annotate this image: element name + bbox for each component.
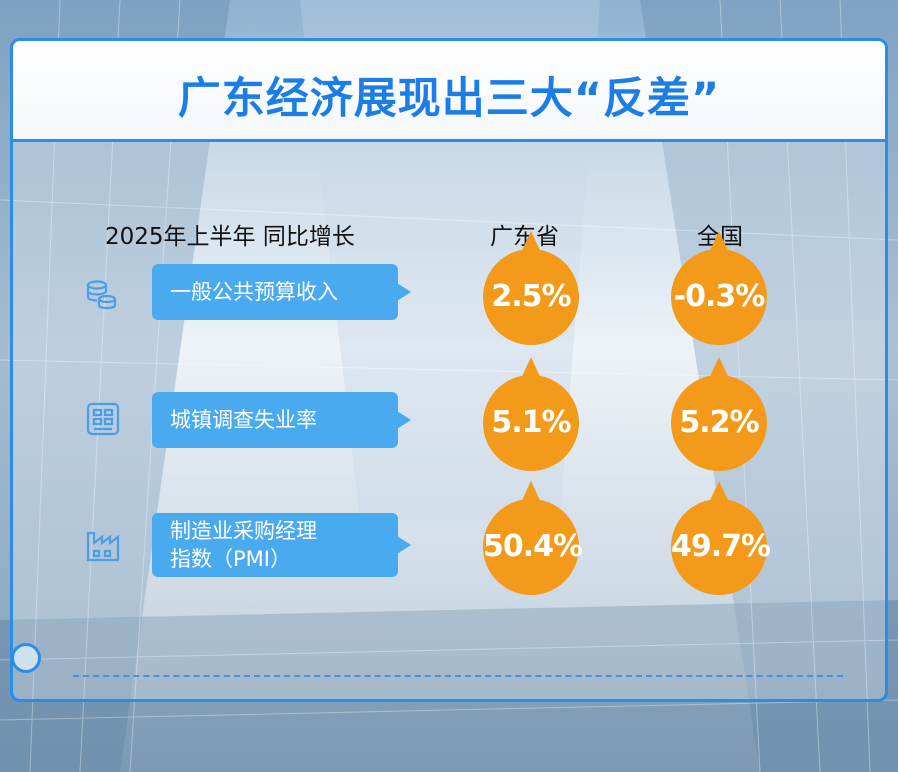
row-label-line1: 制造业采购经理 xyxy=(170,519,317,543)
row-label-line2: 指数（PMI） xyxy=(170,547,291,571)
ticket-notch-right xyxy=(885,643,888,673)
row-label: 一般公共预算收入 xyxy=(170,280,338,304)
label-manufacturing-pmi: 制造业采购经理 指数（PMI） xyxy=(152,513,411,577)
dashed-divider xyxy=(73,675,843,677)
metric-column-header: 2025年上半年 同比增长 xyxy=(105,224,355,250)
province-value: 50.4% xyxy=(483,499,583,595)
building-grid-icon xyxy=(86,402,120,436)
nation-value-bubble: 5.2% xyxy=(671,357,767,477)
label-general-public-budget-revenue: 一般公共预算收入 xyxy=(152,264,411,320)
page-title: 广东经济展现出三大“反差” xyxy=(177,74,721,124)
province-value-bubble: 2.5% xyxy=(483,231,579,351)
nation-value-bubble: 49.7% xyxy=(671,481,771,601)
factory-icon xyxy=(86,531,120,562)
nation-value: 49.7% xyxy=(671,499,771,595)
ticket-notch-left xyxy=(13,643,41,673)
coins-stack-icon xyxy=(86,280,117,310)
province-value-bubble: 50.4% xyxy=(483,481,583,601)
row-label: 城镇调查失业率 xyxy=(170,408,317,432)
province-value-bubble: 5.1% xyxy=(483,357,579,477)
label-urban-unemployment-rate: 城镇调查失业率 xyxy=(152,392,411,448)
province-value: 2.5% xyxy=(483,249,579,345)
nation-value: -0.3% xyxy=(671,249,767,345)
nation-value-bubble: -0.3% xyxy=(671,231,767,351)
nation-value: 5.2% xyxy=(671,375,767,471)
title-banner: 广东经济展现出三大“反差” xyxy=(13,41,885,142)
comparison-card: 广东经济展现出三大“反差” 2025年上半年 同比增长 广东省 全国 一般公共预… xyxy=(10,38,888,702)
province-value: 5.1% xyxy=(483,375,579,471)
